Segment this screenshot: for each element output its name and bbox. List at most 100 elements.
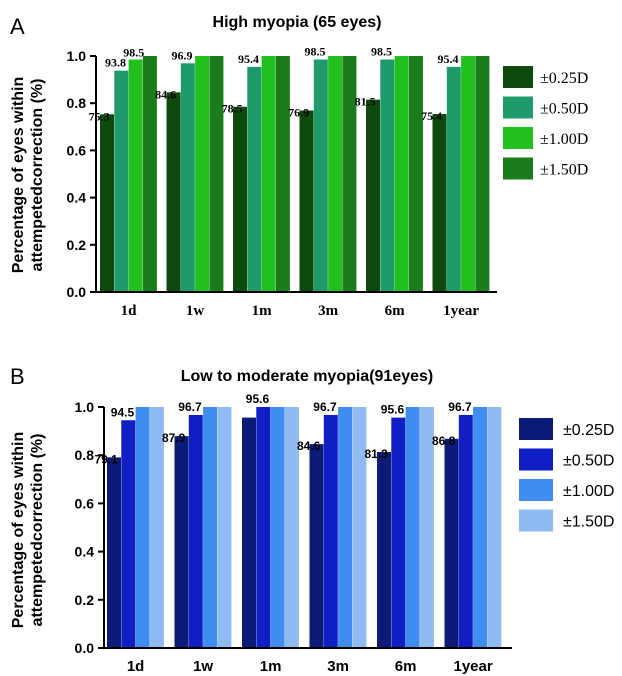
bar <box>142 56 157 292</box>
bar <box>405 407 420 648</box>
bar <box>408 56 423 292</box>
bar <box>342 56 357 292</box>
y-tick-label: 1.0 <box>75 399 95 415</box>
legend-swatch <box>519 509 553 532</box>
bar <box>487 407 502 648</box>
bar <box>107 457 121 648</box>
bar <box>188 414 203 648</box>
data-label: 96.9 <box>171 48 192 62</box>
data-label: 84.6 <box>297 439 321 453</box>
panel-letter-b: B <box>10 364 25 389</box>
bar <box>309 444 324 648</box>
x-tick-label: 1d <box>121 303 138 319</box>
data-label: 93.8 <box>105 56 126 70</box>
data-label: 96.7 <box>178 400 202 414</box>
chart-title-b: Low to moderate myopia(91eyes) <box>181 368 434 385</box>
bar <box>114 70 129 292</box>
legend-b: ±0.25D ±0.50D ±1.00D ±1.50D <box>519 418 614 532</box>
data-labels-b: 79.1 94.5 87.9 96.7 95.6 84.6 96.7 81.3 95.6 86.8… <box>94 392 471 466</box>
chart-title-a: High myopia (65 eyes) <box>213 14 382 31</box>
legend-label: ±1.00D <box>540 131 588 148</box>
bar <box>128 59 143 292</box>
legend-label: ±1.00D <box>563 483 614 500</box>
bar <box>366 99 380 292</box>
bar <box>203 407 218 648</box>
y-axis-label-b-line2: attempetedcorrection (%) <box>29 434 46 627</box>
bar <box>256 407 271 648</box>
data-label: 79.1 <box>94 452 118 466</box>
bar <box>299 110 314 293</box>
bar <box>458 414 473 648</box>
panel-letter-a: A <box>10 14 25 39</box>
y-tick-label: 0.8 <box>75 447 95 463</box>
bar <box>247 66 262 292</box>
legend-swatch <box>519 479 553 501</box>
y-axis-label-b: Percentage of eyes within attempetedcorr… <box>10 432 46 629</box>
axes-b <box>103 407 512 649</box>
data-label: 95.4 <box>437 52 458 66</box>
y-axis-label-a: Percentage of eyes within attempetedcorr… <box>10 77 46 274</box>
legend-swatch <box>503 96 533 119</box>
legend-swatch <box>503 157 533 180</box>
y-tick-label: 0.6 <box>75 495 95 511</box>
x-tick-label: 6m <box>385 303 406 319</box>
data-label: 98.5 <box>371 45 392 59</box>
bar <box>270 407 285 648</box>
x-tick-label: 3m <box>327 658 349 675</box>
data-label: 87.9 <box>162 431 186 445</box>
bar <box>242 417 256 648</box>
legend-label: ±0.25D <box>563 422 614 439</box>
y-tick-label: 0.4 <box>67 190 87 206</box>
bar <box>377 452 391 648</box>
x-tick-label: 1d <box>127 658 145 675</box>
bar <box>323 414 338 648</box>
bar <box>100 114 114 293</box>
data-label: 95.4 <box>238 52 259 66</box>
data-label: 81.3 <box>364 447 388 461</box>
bar <box>275 56 290 292</box>
legend-label: ±1.50D <box>563 514 614 531</box>
bar <box>419 407 434 648</box>
data-label: 98.5 <box>123 46 144 60</box>
bar <box>284 407 299 648</box>
data-label: 75.3 <box>89 109 110 123</box>
bar <box>475 56 490 292</box>
data-label: 81.5 <box>355 95 376 109</box>
legend-label: ±0.50D <box>540 101 588 118</box>
data-label: 76.9 <box>288 106 309 120</box>
data-label: 94.5 <box>111 405 135 419</box>
data-label: 75.4 <box>421 109 442 123</box>
bar <box>338 407 353 648</box>
legend-swatch <box>503 66 533 88</box>
bar <box>394 56 409 292</box>
x-tick-label: 1year <box>443 303 479 319</box>
data-label: 78.5 <box>222 102 243 116</box>
axes-a <box>95 56 497 293</box>
bar <box>233 106 247 293</box>
y-tick-label: 1.0 <box>67 48 87 64</box>
y-tick-label: 0.4 <box>75 544 95 560</box>
y-tick-label: 0.8 <box>67 95 87 111</box>
bar <box>209 56 224 292</box>
bar <box>166 92 181 293</box>
x-tick-label: 1w <box>193 658 213 675</box>
y-tick-label: 0.0 <box>67 284 87 300</box>
bar <box>446 66 461 292</box>
bar <box>432 114 447 292</box>
bar <box>195 56 210 292</box>
bars-b <box>107 407 502 648</box>
bar <box>313 59 328 292</box>
ticks-b: 0.0 0.2 0.4 0.6 0.8 1.0 1d 1w 1m 3m 6m 1year <box>75 399 493 675</box>
bar <box>444 438 459 648</box>
y-axis-label-a-line2: attempetedcorrection (%) <box>29 79 46 272</box>
data-label: 86.8 <box>432 434 456 448</box>
bar <box>180 63 195 292</box>
data-label: 95.6 <box>381 403 405 417</box>
panel-b: B Low to moderate myopia(91eyes) Percent… <box>10 364 614 675</box>
y-axis-label-a-line1: Percentage of eyes within <box>10 77 27 274</box>
bar <box>461 56 476 292</box>
panel-a: A High myopia (65 eyes) Percentage of ey… <box>10 14 588 319</box>
data-label: 98.5 <box>304 45 325 59</box>
y-axis-label-b-line1: Percentage of eyes within <box>10 432 27 629</box>
